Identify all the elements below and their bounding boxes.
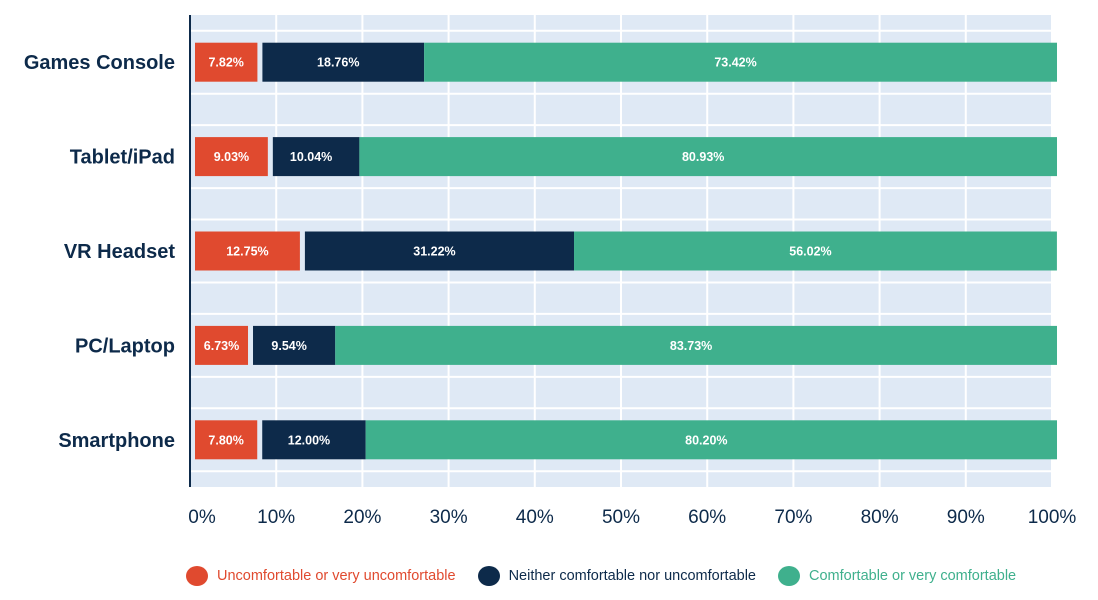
x-tick-label: 20% xyxy=(343,507,381,528)
data-label: 7.82% xyxy=(208,56,243,70)
bar-segment xyxy=(195,420,258,460)
x-tick-label: 30% xyxy=(430,507,468,528)
data-label: 56.02% xyxy=(789,245,831,259)
bar-segment xyxy=(195,325,249,365)
legend: Uncomfortable or very uncomfortable Neith… xyxy=(186,563,1016,589)
x-tick-label: 90% xyxy=(947,507,985,528)
category-label: Games Console xyxy=(24,52,175,74)
bar-segment xyxy=(359,137,1057,177)
x-tick-label: 10% xyxy=(257,507,295,528)
legend-swatch xyxy=(477,566,500,586)
data-label: 12.75% xyxy=(226,245,268,259)
bar-segment xyxy=(365,420,1057,460)
data-label: 10.04% xyxy=(290,150,332,164)
legend-item: Uncomfortable or very uncomfortable xyxy=(186,566,456,586)
x-tick-label: 50% xyxy=(602,507,640,528)
data-label: 12.00% xyxy=(288,433,330,447)
bar-segment xyxy=(574,231,1057,271)
stacked-bar-chart: 7.82% 18.76% 73.42% Games Console 9.03% 10.04… xyxy=(24,15,1077,528)
legend-item: Comfortable or very comfortable xyxy=(778,566,1016,586)
category-label: Smartphone xyxy=(58,430,175,452)
data-label: 83.73% xyxy=(670,339,712,353)
data-label: 31.22% xyxy=(413,245,455,259)
data-label: 80.20% xyxy=(685,433,727,447)
bar-segment xyxy=(195,42,258,82)
x-tick-label: 80% xyxy=(861,507,899,528)
data-label: 18.76% xyxy=(317,56,359,70)
bar-segment xyxy=(304,231,575,271)
bar-segment xyxy=(272,137,360,177)
data-label: 7.80% xyxy=(208,433,243,447)
legend-label: Neither comfortable nor uncomfortable xyxy=(508,568,756,584)
legend-swatch xyxy=(778,566,800,586)
category-label: PC/Laptop xyxy=(75,335,175,357)
legend-item: Neither comfortable nor uncomfortable xyxy=(477,566,756,586)
x-tick-label: 60% xyxy=(688,507,726,528)
bar-segment xyxy=(262,420,366,460)
bar-segment xyxy=(424,42,1057,82)
legend-label: Uncomfortable or very uncomfortable xyxy=(217,568,456,584)
x-tick-label: 70% xyxy=(774,507,812,528)
data-label: 9.54% xyxy=(271,339,306,353)
category-label: Tablet/iPad xyxy=(70,147,175,169)
data-label: 80.93% xyxy=(682,150,724,164)
bar-segment xyxy=(195,137,268,177)
bar-segment xyxy=(195,231,300,271)
category-label: VR Headset xyxy=(64,241,175,263)
x-tick-label: 100% xyxy=(1028,507,1077,528)
data-label: 73.42% xyxy=(714,56,756,70)
bar-segment xyxy=(262,42,425,82)
legend-swatch xyxy=(186,566,208,586)
bar-segment xyxy=(335,325,1057,365)
data-label: 6.73% xyxy=(204,339,239,353)
legend-label: Comfortable or very comfortable xyxy=(809,568,1017,584)
data-label: 9.03% xyxy=(214,150,249,164)
x-tick-label: 40% xyxy=(516,507,554,528)
x-tick-label: 0% xyxy=(188,507,216,528)
bar-segment xyxy=(253,325,336,365)
